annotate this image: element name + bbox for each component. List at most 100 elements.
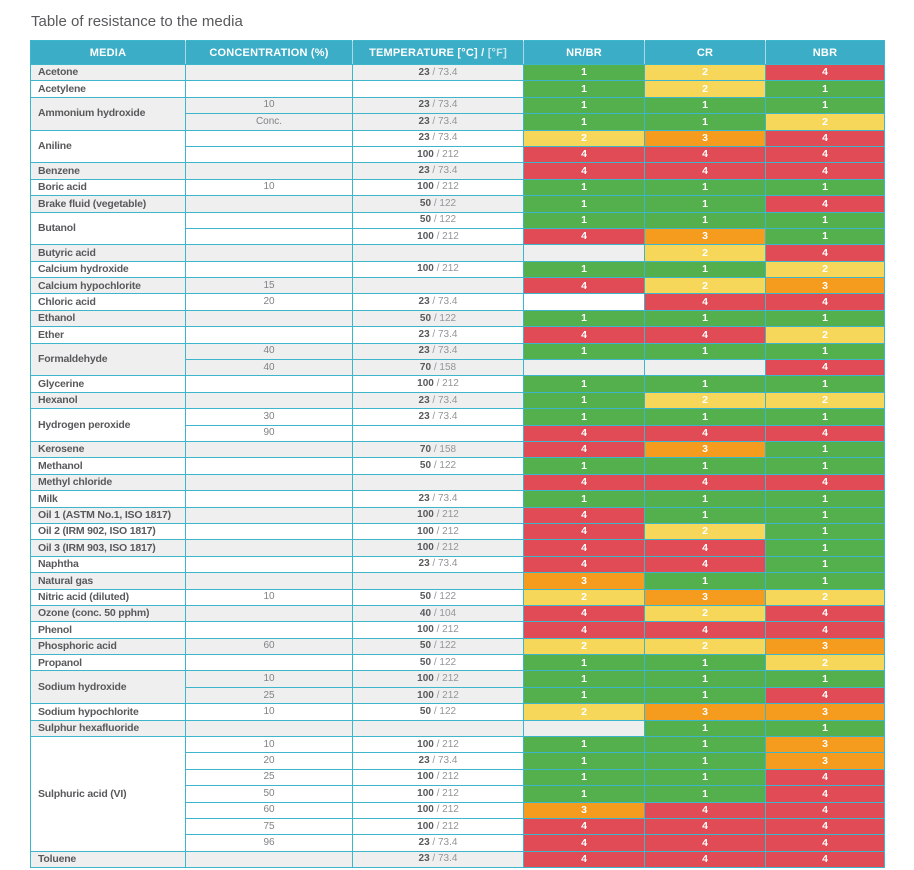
temperature-cell	[352, 424, 524, 442]
page-title: Table of resistance to the media	[31, 13, 243, 30]
temperature-cell: 23 / 73.4	[352, 96, 524, 115]
temperature-celsius-value: 100	[417, 148, 434, 160]
temperature-cell: 23 / 73.4	[352, 113, 524, 131]
temperature-cell: 100 / 212	[352, 260, 524, 279]
rating-cell-nr-br: 1	[523, 408, 645, 426]
temperature-celsius-value: 23	[418, 853, 430, 865]
rating-cell-nr-br: 4	[523, 424, 645, 442]
temperature-cell: 50 / 122	[352, 457, 524, 475]
concentration-cell	[185, 506, 353, 524]
concentration-cell	[185, 391, 353, 410]
table-row: Formaldehyde 40 23 / 73.4 1 1 1	[30, 342, 885, 377]
temperature-celsius-value: 23	[418, 410, 430, 422]
media-cell: Sulphur hexafluoride	[30, 719, 186, 738]
rating-cell-nbr: 4	[765, 850, 885, 869]
rating-cell-nbr: 4	[765, 473, 885, 492]
temperature-celsius-value: 100	[417, 230, 434, 242]
table-row: Oil 3 (IRM 903, ISO 1817) 100 / 212 4 4 1	[30, 539, 885, 557]
table-row: 90 4 4 4	[31, 424, 885, 442]
rating-cell-cr: 4	[644, 293, 766, 311]
concentration-cell	[185, 309, 353, 328]
resistance-table: MEDIA CONCENTRATION (%) TEMPERATURE [°C]…	[30, 40, 885, 869]
rating-cell-nr-br: 1	[523, 260, 645, 279]
temperature-fahrenheit-value: / 212	[433, 771, 459, 783]
media-cell: Ozone (conc. 50 pphm)	[30, 604, 186, 623]
media-cell: Calcium hydroxide	[30, 260, 186, 279]
rating-cell-nbr: 4	[765, 129, 885, 147]
header-temperature: TEMPERATURE [°C] / [°F]	[352, 40, 524, 65]
temperature-celsius-value: 23	[418, 115, 430, 127]
temperature-cell: 70 / 158	[352, 359, 524, 377]
concentration-cell	[185, 604, 353, 623]
table-row: Sulphuric acid (VI) 10 100 / 212 1 1 3	[30, 736, 885, 852]
rating-cell-nr-br: 1	[523, 113, 645, 131]
temperature-cell: 23 / 73.4	[352, 129, 524, 147]
rating-cell-nbr: 4	[765, 817, 885, 836]
temperature-cell: 100 / 212	[352, 522, 524, 541]
temperature-celsius-value: 50	[419, 460, 432, 472]
rating-cell-nbr: 4	[765, 785, 885, 803]
temperature-fahrenheit-value: / 122	[431, 591, 457, 603]
rating-cell-nbr: 2	[765, 588, 885, 606]
temperature-cell	[352, 277, 524, 295]
table-row: Ethanol 50 / 122 1 1 1	[30, 309, 885, 328]
concentration-cell: 75	[185, 817, 353, 836]
rating-cell-cr: 1	[644, 408, 766, 426]
temperature-fahrenheit-value: / 212	[433, 525, 459, 537]
media-cell: Ether	[30, 326, 186, 344]
rating-cell-nr-br: 1	[523, 195, 645, 213]
temperature-fahrenheit-value: / 122	[431, 312, 457, 324]
temperature-cell	[352, 473, 524, 492]
concentration-cell: 10	[185, 588, 353, 606]
rating-cell-nbr: 1	[765, 408, 885, 426]
rating-cell-nr-br: 1	[523, 391, 645, 410]
table-row: Hydrogen peroxide 30 23 / 73.4 1 1 1	[30, 408, 885, 442]
table-row: Oil 2 (IRM 902, ISO 1817) 100 / 212 4 2 1	[30, 522, 885, 541]
temperature-celsius-value: 23	[418, 837, 430, 849]
table-row: Ether 23 / 73.4 4 4 2	[30, 326, 885, 344]
media-cell: Methanol	[30, 457, 186, 475]
rating-cell-nr-br: 3	[523, 572, 645, 590]
table-row: 40 70 / 158 4	[31, 359, 885, 377]
rating-cell-nbr: 4	[765, 145, 885, 164]
temperature-fahrenheit-value: / 73.4	[429, 558, 458, 570]
rating-cell-nr-br: 3	[523, 801, 645, 819]
media-cell: Naphtha	[30, 555, 186, 574]
table-row: Methanol 50 / 122 1 1 1	[30, 457, 885, 475]
rating-cell-nbr: 3	[765, 736, 885, 754]
temperature-cell: 23 / 73.4	[352, 490, 524, 508]
table-row: Sulphur hexafluoride 1 1	[30, 719, 885, 738]
temperature-cell	[352, 80, 524, 98]
rating-cell-nr-br: 2	[523, 129, 645, 147]
temperature-fahrenheit-value: / 158	[431, 361, 457, 373]
media-cell: Ethanol	[30, 309, 186, 328]
temperature-fahrenheit-value: / 212	[433, 623, 459, 635]
temperature-celsius-value: 70	[419, 443, 432, 455]
media-cell: Oil 3 (IRM 903, ISO 1817)	[30, 539, 186, 557]
table-row: 60 100 / 212 3 4 4	[31, 801, 885, 819]
rating-cell-cr: 1	[644, 375, 766, 393]
rating-cell-nr-br: 4	[523, 555, 645, 574]
rating-cell-nr-br: 1	[523, 457, 645, 475]
temperature-cell: 50 / 122	[352, 309, 524, 328]
table-row: Sodium hydroxide 10 100 / 212 1 1 1	[30, 670, 885, 705]
media-cell: Acetone	[30, 63, 186, 82]
table-header: MEDIA CONCENTRATION (%) TEMPERATURE [°C]…	[30, 40, 885, 65]
temperature-fahrenheit-value: / 122	[431, 197, 457, 209]
temperature-celsius-value: 50	[419, 705, 432, 717]
concentration-cell	[185, 719, 353, 738]
rating-cell-nbr: 1	[765, 227, 885, 246]
temperature-fahrenheit-value: / 158	[431, 443, 457, 455]
rating-cell-nr-br	[523, 244, 645, 262]
concentration-cell	[185, 227, 353, 246]
rating-cell-cr: 4	[644, 817, 766, 836]
rating-cell-nr-br: 1	[523, 785, 645, 803]
concentration-cell	[185, 195, 353, 213]
temperature-cell: 50 / 122	[352, 637, 524, 656]
header-media: MEDIA	[30, 40, 186, 65]
concentration-cell	[185, 473, 353, 492]
temperature-fahrenheit-value: / 73.4	[429, 345, 458, 357]
table-row: Propanol 50 / 122 1 1 2	[30, 654, 885, 672]
rating-cell-cr: 1	[644, 752, 766, 770]
table-row: Milk 23 / 73.4 1 1 1	[30, 490, 885, 508]
